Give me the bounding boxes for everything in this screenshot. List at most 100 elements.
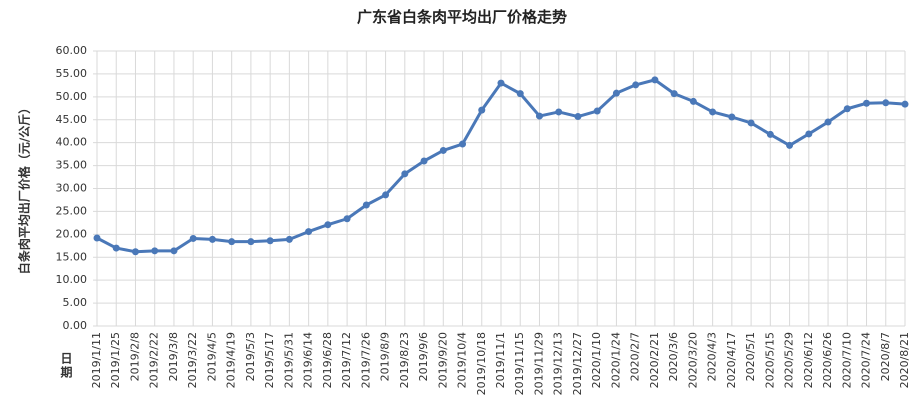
x-tick-label: 2020/4/3 (706, 332, 719, 381)
x-tick-label: 2019/5/17 (263, 332, 276, 388)
x-tick-label: 2020/5/1 (744, 332, 757, 381)
chart-title: 广东省白条肉平均出厂价格走势 (357, 8, 567, 26)
x-tick-label: 2020/6/12 (802, 332, 815, 388)
x-tick-label: 2019/9/20 (436, 332, 449, 388)
x-tick-label: 2020/4/17 (725, 332, 738, 388)
data-point (170, 247, 178, 255)
x-tick-label: 2019/11/1 (494, 332, 507, 388)
x-tick-label: 2020/3/6 (667, 332, 680, 381)
data-point (112, 244, 120, 252)
x-tick-label: 2019/7/12 (340, 332, 353, 388)
x-tick-label: 2019/2/22 (148, 332, 161, 388)
x-tick-label: 2019/6/28 (321, 332, 334, 388)
data-point (574, 113, 582, 121)
data-point (651, 76, 659, 84)
x-tick-label: 2020/2/21 (648, 332, 661, 388)
y-tick-label: 20.00 (56, 227, 88, 240)
data-point (805, 130, 813, 138)
data-point (439, 146, 447, 154)
y-tick-label: 60.00 (56, 44, 88, 57)
x-tick-label: 2019/9/6 (417, 332, 430, 381)
y-axis-label: 白条肉平均出厂价格（元/公斤） (17, 102, 32, 274)
x-tick-label: 2019/11/29 (532, 332, 545, 395)
data-point (93, 234, 101, 242)
data-point (247, 238, 255, 246)
x-tick-label: 2019/1/11 (90, 332, 103, 388)
data-point (670, 90, 678, 98)
data-point (555, 108, 563, 116)
data-point (131, 248, 139, 256)
data-point (593, 107, 601, 115)
x-tick-label: 2019/1/25 (109, 332, 122, 388)
data-point (824, 118, 832, 126)
data-point (266, 237, 274, 245)
x-tick-label: 2020/5/15 (763, 332, 776, 388)
data-point (305, 228, 313, 236)
data-point (766, 130, 774, 138)
x-tick-label: 2020/7/24 (860, 332, 873, 388)
data-point (478, 106, 486, 114)
x-tick-label: 2020/5/29 (783, 332, 796, 388)
x-tick-label: 2019/4/19 (225, 332, 238, 388)
x-tick-label: 2020/2/7 (629, 332, 642, 381)
data-point (516, 90, 524, 98)
data-point (151, 247, 159, 255)
x-tick-label: 2019/10/18 (475, 332, 488, 395)
data-point (285, 235, 293, 243)
y-tick-label: 50.00 (56, 90, 88, 103)
y-tick-label: 0.00 (63, 319, 88, 332)
data-point (343, 215, 351, 223)
data-point (362, 201, 370, 209)
data-point (709, 108, 717, 116)
x-tick-label: 2020/3/20 (686, 332, 699, 388)
y-tick-label: 5.00 (63, 296, 88, 309)
data-point (189, 234, 197, 242)
y-tick-label: 35.00 (56, 159, 88, 172)
data-point (420, 157, 428, 165)
x-tick-label: 2019/12/13 (552, 332, 565, 395)
data-point (208, 235, 216, 243)
x-tick-label: 2019/7/26 (359, 332, 372, 388)
x-tick-label: 2019/8/9 (379, 332, 392, 381)
x-tick-label: 2019/5/31 (282, 332, 295, 388)
y-tick-label: 10.00 (56, 273, 88, 286)
data-point (535, 112, 543, 120)
data-point (459, 140, 467, 148)
x-tick-label: 2020/8/7 (879, 332, 892, 381)
data-point (689, 97, 697, 105)
data-point (324, 221, 332, 229)
x-tick-label: 2020/6/26 (821, 332, 834, 388)
data-point (901, 100, 909, 108)
x-tick-label: 2019/5/3 (244, 332, 257, 381)
data-point (843, 105, 851, 113)
data-point (497, 79, 505, 87)
data-point (786, 141, 794, 149)
y-tick-label: 45.00 (56, 113, 88, 126)
x-tick-label: 2020/7/10 (840, 332, 853, 388)
x-tick-label: 2019/3/22 (186, 332, 199, 388)
y-tick-label: 40.00 (56, 136, 88, 149)
data-point (632, 81, 640, 89)
data-point (882, 99, 890, 107)
data-point (401, 170, 409, 178)
x-tick-label: 2019/12/27 (571, 332, 584, 395)
x-tick-label: 2020/8/21 (898, 332, 911, 388)
data-point (747, 119, 755, 127)
x-tick-label: 2020/1/10 (590, 332, 603, 388)
y-tick-label: 15.00 (56, 250, 88, 263)
x-tick-label: 2020/1/24 (609, 332, 622, 388)
data-point (228, 238, 236, 246)
data-point (728, 113, 736, 121)
x-tick-label: 2019/11/15 (513, 332, 526, 395)
x-tick-label: 2019/10/4 (456, 332, 469, 388)
x-tick-label: 2019/2/8 (128, 332, 141, 381)
data-point (612, 89, 620, 97)
x-tick-label: 2019/6/14 (302, 332, 315, 388)
x-tick-label: 2019/8/23 (398, 332, 411, 388)
x-axis-label: 日期 (59, 352, 73, 380)
x-tick-label: 2019/4/5 (205, 332, 218, 381)
y-tick-label: 25.00 (56, 204, 88, 217)
data-point (382, 191, 390, 199)
data-point (863, 99, 871, 107)
